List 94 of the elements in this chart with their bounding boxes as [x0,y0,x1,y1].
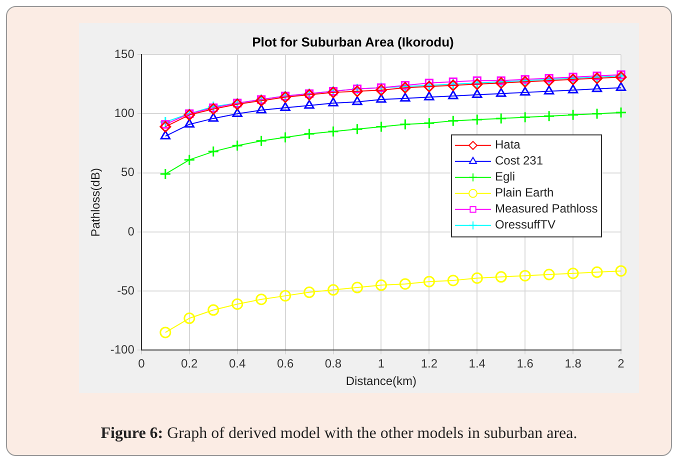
x-tick-label: 1.6 [516,356,534,371]
point [592,83,602,92]
point [160,168,172,180]
x-tick-label: 0.4 [228,356,246,371]
point [280,290,292,302]
point [520,86,530,96]
point [160,116,172,128]
point [591,108,603,120]
point [495,112,507,124]
y-tick-label: 50 [121,165,135,180]
y-tick-label: 150 [114,46,135,61]
point [544,86,554,95]
legend-label: Egli [495,170,516,184]
point [208,146,220,158]
x-tick-label: 1.8 [564,356,582,371]
y-tick-label: 0 [128,224,135,238]
point [256,135,268,147]
point [447,274,459,286]
point [351,282,363,294]
point [208,112,218,122]
point [304,128,316,140]
point [352,96,362,106]
point [400,92,410,102]
point [616,82,626,91]
point [375,279,387,291]
point [496,88,506,97]
y-axis-title: Pathloss(dB) [88,168,103,237]
point [376,94,386,103]
point [447,115,459,127]
point [304,100,314,109]
point [519,270,531,282]
point [495,271,507,283]
y-tick-label: 100 [114,106,135,120]
legend-label: OressuffTV [495,218,556,232]
chart-title: Plot for Suburban Area (Ikorodu) [252,34,454,50]
point [423,117,435,129]
legend-label: Measured Pathloss [495,202,598,216]
point [399,118,411,130]
point [568,84,578,94]
point [328,126,339,138]
point [328,97,338,106]
legend-label: Hata [495,138,521,152]
point [184,118,194,128]
point [375,84,387,96]
legend-label: Plain Earth [495,186,554,200]
point [424,91,434,100]
point [351,86,363,98]
x-tick-label: 0.2 [181,356,198,371]
point [615,265,627,277]
point [472,89,482,98]
point [544,74,554,83]
point [471,114,483,126]
x-tick-label: 0 [138,356,146,371]
point [328,284,339,296]
point [280,132,292,144]
point [543,110,555,122]
point [160,326,172,338]
point [615,106,627,118]
point [567,268,579,280]
point [304,286,316,298]
point [256,294,268,306]
x-tick-label: 1.4 [468,356,486,371]
x-tick-label: 1.2 [420,356,438,371]
x-tick-label: 0.6 [276,356,294,371]
point [232,140,244,152]
point [160,130,170,140]
point [471,272,483,284]
point [375,120,387,132]
point [591,266,603,278]
point [567,109,579,121]
point [208,304,220,316]
x-tick-label: 1 [378,356,385,371]
point [448,90,458,100]
point [280,102,290,112]
y-tick-label: -100 [110,342,135,357]
point [184,312,196,324]
point [519,112,531,124]
point [208,100,220,112]
point [543,268,555,280]
point [232,298,244,310]
point [208,103,220,115]
y-tick-label: -50 [117,283,135,298]
caption: Figure 6: Graph of derived model with the other models in suburban area. [100,425,578,443]
x-axis-title: Distance(km) [346,374,417,388]
point [160,120,172,132]
x-tick-label: 2 [618,356,625,371]
point [423,276,435,288]
x-tick-label: 0.8 [324,356,342,371]
point [256,104,266,114]
point [351,123,363,135]
legend-label: Cost 231 [495,154,544,168]
point [184,154,196,166]
point [399,278,411,290]
point [232,108,242,117]
